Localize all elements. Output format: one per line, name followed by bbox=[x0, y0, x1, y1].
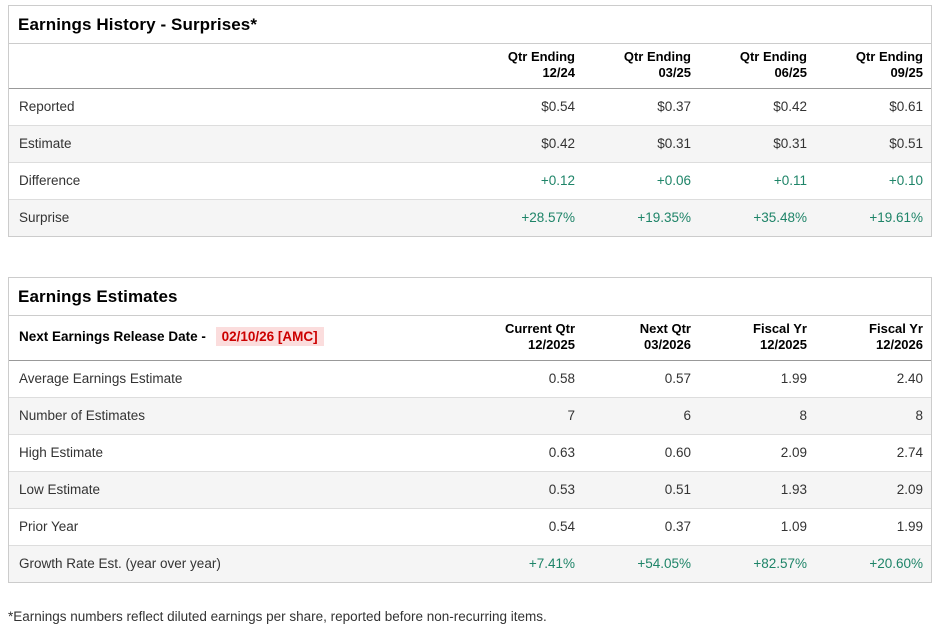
cell-value: $0.61 bbox=[815, 88, 931, 126]
cell-value: 0.54 bbox=[467, 508, 583, 546]
cell-value: $0.31 bbox=[699, 125, 815, 163]
cell-value: 0.51 bbox=[583, 471, 699, 509]
column-header-line1: Fiscal Yr bbox=[753, 321, 807, 336]
next-release-date-badge: 02/10/26 [AMC] bbox=[215, 327, 324, 346]
cell-value: 1.09 bbox=[699, 508, 815, 546]
column-header-line2: 12/2025 bbox=[528, 337, 575, 352]
row-label: Difference bbox=[9, 162, 467, 200]
cell-value: +0.12 bbox=[467, 162, 583, 200]
column-header-current-qtr: Current Qtr 12/2025 bbox=[467, 316, 583, 361]
cell-value: 0.57 bbox=[583, 360, 699, 398]
cell-value: 0.63 bbox=[467, 434, 583, 472]
row-label: Prior Year bbox=[9, 508, 467, 546]
row-label: Number of Estimates bbox=[9, 397, 467, 435]
cell-value: $0.31 bbox=[583, 125, 699, 163]
cell-value: $0.42 bbox=[467, 125, 583, 163]
earnings-estimates-header-row: Next Earnings Release Date - 02/10/26 [A… bbox=[9, 316, 931, 361]
cell-value: 8 bbox=[815, 397, 931, 435]
cell-value: $0.51 bbox=[815, 125, 931, 163]
cell-value: +0.06 bbox=[583, 162, 699, 200]
table-row-average-earnings-estimate: Average Earnings Estimate 0.58 0.57 1.99… bbox=[9, 360, 931, 398]
next-release-date-cell: Next Earnings Release Date - 02/10/26 [A… bbox=[9, 316, 467, 361]
cell-value: +19.61% bbox=[869, 210, 923, 225]
cell-value: +0.10 bbox=[815, 162, 931, 200]
earnings-estimates-title: Earnings Estimates bbox=[9, 278, 931, 316]
row-label: Surprise bbox=[19, 210, 70, 225]
column-header-line2: 09/25 bbox=[890, 65, 923, 80]
cell-value: 2.40 bbox=[815, 360, 931, 398]
cell-value: 8 bbox=[699, 397, 815, 435]
earnings-history-table: Qtr Ending 12/24 Qtr Ending 03/25 Qtr En… bbox=[9, 44, 931, 236]
column-header-line2: 12/2026 bbox=[876, 337, 923, 352]
table-row-difference: Difference +0.12 +0.06 +0.11 +0.10 bbox=[9, 162, 931, 200]
row-label: Growth Rate Est. (year over year) bbox=[19, 556, 221, 571]
cell-value: 1.93 bbox=[699, 471, 815, 509]
header-spacer-cell bbox=[9, 44, 467, 89]
cell-value: 2.74 bbox=[815, 434, 931, 472]
earnings-estimates-table: Next Earnings Release Date - 02/10/26 [A… bbox=[9, 316, 931, 582]
cell-value: $0.37 bbox=[583, 88, 699, 126]
column-header-line2: 03/25 bbox=[658, 65, 691, 80]
earnings-history-title: Earnings History - Surprises* bbox=[9, 6, 931, 44]
table-row-surprise: Surprise +28.57% +19.35% +35.48% +19.61% bbox=[9, 199, 931, 236]
earnings-history-header-row: Qtr Ending 12/24 Qtr Ending 03/25 Qtr En… bbox=[9, 44, 931, 89]
cell-value: +19.35% bbox=[637, 210, 691, 225]
cell-value: +20.60% bbox=[869, 556, 923, 571]
column-header-line1: Next Qtr bbox=[639, 321, 691, 336]
cell-value: 2.09 bbox=[699, 434, 815, 472]
cell-value: +82.57% bbox=[753, 556, 807, 571]
table-row-number-of-estimates: Number of Estimates 7 6 8 8 bbox=[9, 397, 931, 435]
cell-value: $0.42 bbox=[699, 88, 815, 126]
cell-value: +7.41% bbox=[528, 556, 575, 571]
column-header-line2: 03/2026 bbox=[644, 337, 691, 352]
column-header-line1: Fiscal Yr bbox=[869, 321, 923, 336]
cell-value: 7 bbox=[467, 397, 583, 435]
table-row-high-estimate: High Estimate 0.63 0.60 2.09 2.74 bbox=[9, 434, 931, 472]
table-row-low-estimate: Low Estimate 0.53 0.51 1.93 2.09 bbox=[9, 471, 931, 509]
column-header-fiscal-yr-2026: Fiscal Yr 12/2026 bbox=[815, 316, 931, 361]
cell-value: 2.09 bbox=[815, 471, 931, 509]
column-header-qtr-0925: Qtr Ending 09/25 bbox=[815, 44, 931, 89]
row-label: Average Earnings Estimate bbox=[9, 360, 467, 398]
column-header-next-qtr: Next Qtr 03/2026 bbox=[583, 316, 699, 361]
cell-value: +28.57% bbox=[521, 210, 575, 225]
cell-value: +35.48% bbox=[753, 210, 807, 225]
column-header-line1: Qtr Ending bbox=[507, 49, 575, 64]
cell-value: 6 bbox=[583, 397, 699, 435]
cell-value: $0.54 bbox=[467, 88, 583, 126]
column-header-line2: 12/24 bbox=[542, 65, 575, 80]
row-label: High Estimate bbox=[9, 434, 467, 472]
next-release-date-label: Next Earnings Release Date - bbox=[19, 329, 206, 344]
column-header-line1: Qtr Ending bbox=[739, 49, 807, 64]
column-header-line1: Qtr Ending bbox=[855, 49, 923, 64]
cell-value: 0.53 bbox=[467, 471, 583, 509]
column-header-line2: 06/25 bbox=[774, 65, 807, 80]
cell-value: 0.58 bbox=[467, 360, 583, 398]
column-header-line1: Qtr Ending bbox=[623, 49, 691, 64]
earnings-history-panel: Earnings History - Surprises* Qtr Ending… bbox=[8, 5, 932, 237]
cell-value: +54.05% bbox=[637, 556, 691, 571]
cell-value: +0.11 bbox=[699, 162, 815, 200]
column-header-qtr-1224: Qtr Ending 12/24 bbox=[467, 44, 583, 89]
earnings-estimates-panel: Earnings Estimates Next Earnings Release… bbox=[8, 277, 932, 583]
column-header-line1: Current Qtr bbox=[504, 321, 575, 336]
cell-value: 1.99 bbox=[699, 360, 815, 398]
cell-value: 0.60 bbox=[583, 434, 699, 472]
table-row-growth-rate-est: Growth Rate Est. (year over year) +7.41%… bbox=[9, 545, 931, 582]
row-label: Reported bbox=[9, 88, 467, 126]
cell-value: 1.99 bbox=[815, 508, 931, 546]
column-header-qtr-0625: Qtr Ending 06/25 bbox=[699, 44, 815, 89]
cell-value: 0.37 bbox=[583, 508, 699, 546]
table-row-prior-year: Prior Year 0.54 0.37 1.09 1.99 bbox=[9, 508, 931, 546]
table-row-estimate: Estimate $0.42 $0.31 $0.31 $0.51 bbox=[9, 125, 931, 163]
column-header-qtr-0325: Qtr Ending 03/25 bbox=[583, 44, 699, 89]
column-header-line2: 12/2025 bbox=[760, 337, 807, 352]
table-row-reported: Reported $0.54 $0.37 $0.42 $0.61 bbox=[9, 88, 931, 126]
row-label: Estimate bbox=[9, 125, 467, 163]
row-label: Low Estimate bbox=[9, 471, 467, 509]
column-header-fiscal-yr-2025: Fiscal Yr 12/2025 bbox=[699, 316, 815, 361]
